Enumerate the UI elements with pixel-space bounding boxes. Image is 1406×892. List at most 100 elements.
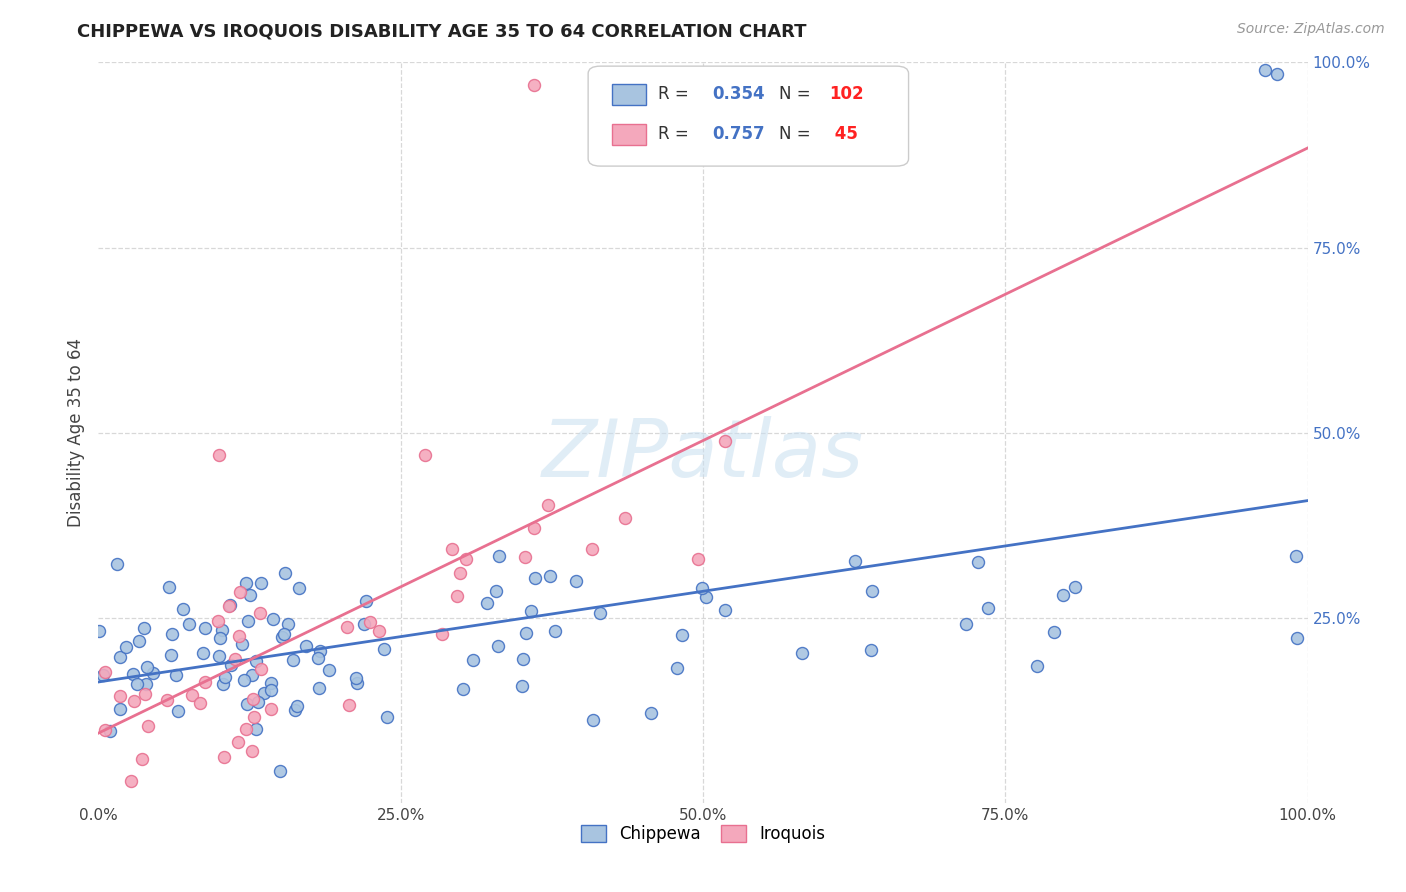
Point [235,722,257,736]
Point [134,687,156,701]
Point [228,629,250,643]
Point [432,627,454,641]
Point [640,706,662,720]
Point [1267,66,1289,80]
Point [790,646,813,660]
Point [486,639,509,653]
Point [208,631,231,645]
Point [686,551,709,566]
Point [277,617,299,632]
Point [1254,62,1277,77]
Point [589,606,612,620]
Point [194,675,217,690]
Point [513,549,536,564]
Point [211,623,233,637]
Point [1052,588,1074,602]
Point [160,627,183,641]
Point [188,696,211,710]
Text: 0.354: 0.354 [713,86,765,103]
Point [260,682,283,697]
Point [484,583,506,598]
Point [488,549,510,564]
Point [247,695,270,709]
Bar [613,84,647,104]
Text: CHIPPEWA VS IROQUOIS DISABILITY AGE 35 TO 64 CORRELATION CHART: CHIPPEWA VS IROQUOIS DISABILITY AGE 35 T… [77,22,807,40]
Point [115,640,138,655]
Point [446,589,468,603]
Point [318,664,340,678]
Point [344,671,367,685]
Text: ZIPatlas: ZIPatlas [541,416,865,494]
Point [243,710,266,724]
Point [461,653,484,667]
Point [274,566,297,580]
Point [229,584,252,599]
Point [93,667,115,681]
Point [273,627,295,641]
Point [860,584,883,599]
Point [260,701,283,715]
Point [250,662,273,676]
Point [671,628,693,642]
Point [135,660,157,674]
Point [375,710,398,724]
Point [208,648,231,663]
Point [135,676,157,690]
Legend: Chippewa, Iroquois: Chippewa, Iroquois [574,819,832,850]
Point [212,750,235,764]
Point [236,614,259,628]
Text: 0.757: 0.757 [713,125,765,144]
Point [614,510,637,524]
Text: N =: N = [779,86,815,103]
Point [356,594,378,608]
Point [218,599,240,613]
Point [510,679,533,693]
Point [240,668,263,682]
Point [235,576,257,591]
Point [413,448,436,462]
Point [214,670,236,684]
Point [294,639,316,653]
FancyBboxPatch shape [588,66,908,166]
Text: Source: ZipAtlas.com: Source: ZipAtlas.com [1237,22,1385,37]
Point [240,744,263,758]
Point [122,694,145,708]
Point [307,651,329,665]
Y-axis label: Disability Age 35 to 64: Disability Age 35 to 64 [66,338,84,527]
Point [288,581,311,595]
Point [177,617,200,632]
Point [537,499,560,513]
Point [966,555,988,569]
Point [226,734,249,748]
Point [232,673,254,687]
Point [208,448,231,462]
Point [160,648,183,662]
Point [860,643,883,657]
Point [108,690,131,704]
Point [456,551,478,566]
Point [235,697,257,711]
Point [285,699,308,714]
Point [695,590,717,604]
Text: R =: R = [658,86,695,103]
Point [281,653,304,667]
Point [167,704,190,718]
Point [156,693,179,707]
Point [218,599,240,614]
Point [128,633,150,648]
Point [245,654,267,668]
Point [249,607,271,621]
Text: N =: N = [779,125,815,144]
Point [239,588,262,602]
Point [538,569,561,583]
Point [262,612,284,626]
Point [269,764,291,779]
Point [94,665,117,680]
Point [523,521,546,535]
Point [231,637,253,651]
Point [844,554,866,568]
Point [581,541,603,556]
Point [1286,631,1309,645]
Text: R =: R = [658,125,695,144]
Point [523,78,546,92]
